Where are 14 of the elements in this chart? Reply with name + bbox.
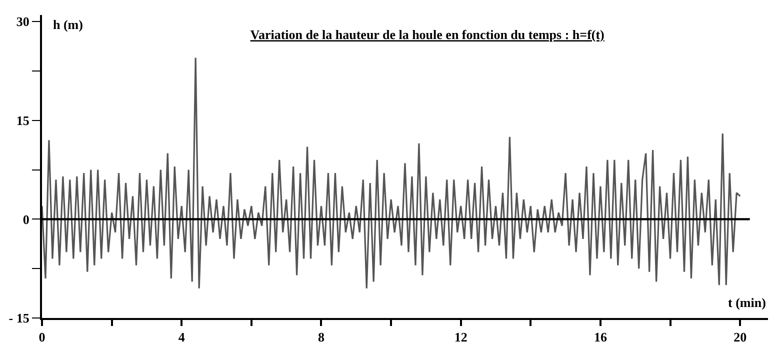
text: Variation de la hauteur de la houle en fonction du temps : h=f(t) <box>250 27 604 42</box>
y-tick-label: - 15 <box>8 310 30 326</box>
x-tick-label: 8 <box>318 330 325 345</box>
x-tick-label: 12 <box>454 330 468 345</box>
x-axis-title: t (min) <box>728 295 766 310</box>
x-tick-label: 20 <box>734 330 747 345</box>
y-axis-title: h (m) <box>53 17 83 32</box>
x-tick-label: 16 <box>594 330 608 345</box>
line-series <box>42 57 741 290</box>
y-tick-label: 15 <box>16 112 30 128</box>
x-tick-label: 0 <box>38 330 46 345</box>
x-tick-label: 4 <box>178 330 186 345</box>
y-tick-label: 30 <box>16 14 30 30</box>
y-tick-label: 0 <box>22 212 30 227</box>
